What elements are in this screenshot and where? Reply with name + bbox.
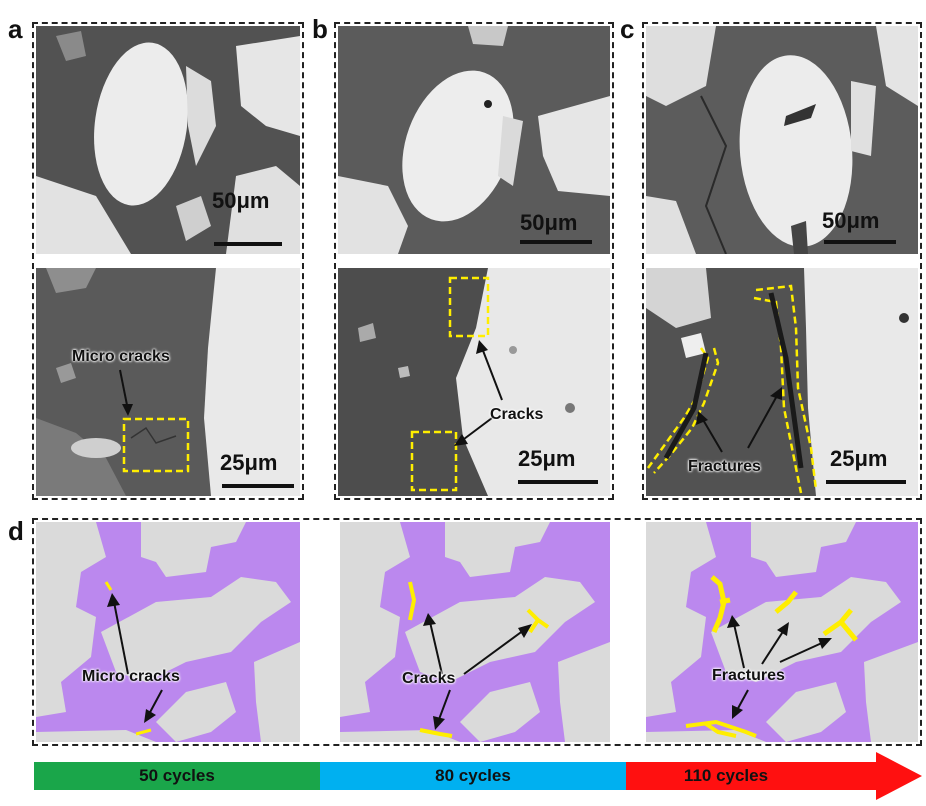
timeline-stage-50: 50 cycles [34, 762, 320, 790]
scale-text-c-bottom: 25μm [830, 446, 888, 471]
scale-bar-c-top [824, 240, 896, 244]
arrow-c-1 [696, 411, 723, 453]
panel-d-frame [32, 518, 922, 746]
arrow-b-2 [454, 417, 493, 446]
panel-label-c: c [620, 14, 635, 44]
scale-bar-b-bottom [518, 480, 598, 484]
timeline-label-50: 50 cycles [139, 766, 215, 785]
scale-text-a-bottom: 25μm [220, 450, 278, 475]
panel-label-b: b [312, 14, 328, 44]
sem-image-c-bottom [646, 268, 918, 496]
panel-a-frame [32, 22, 304, 500]
annotation-cracks-b: Cracks [490, 406, 544, 423]
sem-image-b-top [338, 26, 610, 254]
annotation-schematic-2: Cracks [402, 670, 456, 687]
scale-text-b-bottom: 25μm [518, 446, 576, 471]
annotation-micro-cracks-a: Micro cracks [72, 348, 170, 365]
panel-b-frame [334, 22, 614, 500]
arrow-d-3d [732, 689, 749, 719]
scale-text-c-top: 50μm [822, 208, 880, 233]
sem-image-c-top [646, 26, 918, 254]
arrow-a [119, 369, 133, 416]
scale-text-a-top: 50μm [212, 188, 270, 213]
scale-text-b-top: 50μm [520, 210, 578, 235]
arrow-d-1b [144, 689, 163, 723]
timeline-label-110: 110 cycles [683, 766, 769, 785]
sem-image-b-bottom [338, 268, 610, 496]
timeline-stage-80: 80 cycles [320, 762, 626, 790]
timeline-stage-110: 110 cycles [626, 762, 878, 790]
timeline-arrowhead [876, 752, 922, 800]
schematic-2 [340, 522, 610, 742]
scale-bar-a-top [214, 242, 282, 246]
arrow-d-3a [727, 615, 745, 669]
panel-label-d: d [8, 516, 24, 546]
arrow-d-2c [433, 689, 451, 730]
schematic-3 [646, 522, 918, 742]
schematic-1 [36, 522, 300, 742]
arrow-c-2 [747, 387, 782, 449]
arrow-d-2b [463, 624, 532, 675]
scale-bar-b-top [520, 240, 592, 244]
sem-image-a-top [36, 26, 300, 254]
arrow-d-1a [107, 593, 129, 675]
arrow-d-3b [761, 622, 789, 665]
arrow-d-3c [779, 638, 832, 663]
timeline-label-80: 80 cycles [435, 766, 511, 785]
sem-image-a-bottom [36, 268, 300, 496]
arrow-d-2a [423, 613, 443, 675]
scale-bar-a-bottom [222, 484, 294, 488]
panel-label-a: a [8, 14, 23, 44]
arrow-b-1 [476, 340, 503, 401]
annotation-schematic-3: Fractures [712, 667, 785, 684]
annotation-schematic-1: Micro cracks [82, 668, 180, 685]
scale-bar-c-bottom [826, 480, 906, 484]
panel-c-frame [642, 22, 922, 500]
annotation-fractures-c: Fractures [688, 458, 761, 475]
